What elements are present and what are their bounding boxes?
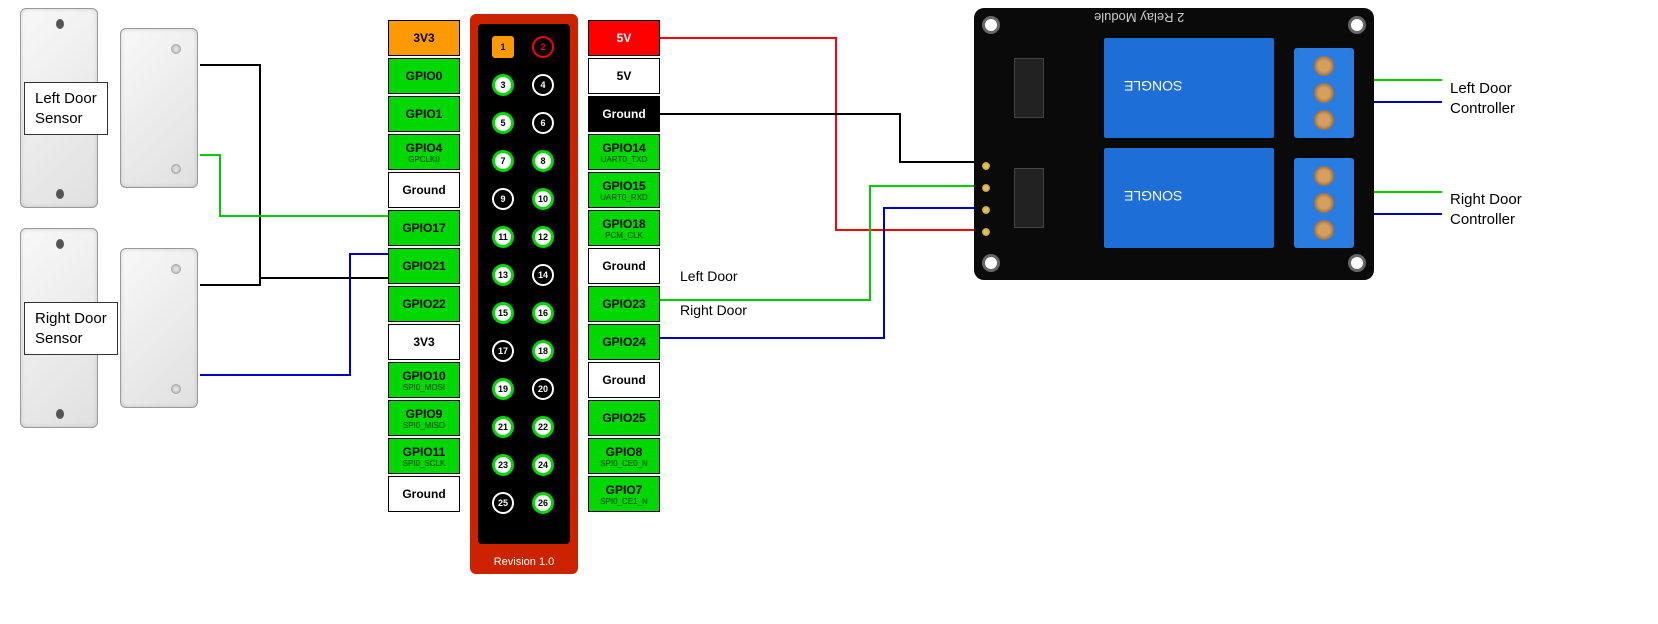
header-pin-10: 10 (532, 188, 554, 210)
header-pin-2: 2 (532, 36, 554, 58)
gpio-pin-gpio22: GPIO22 (388, 286, 460, 322)
left-door-controller-label: Left DoorController (1450, 79, 1515, 118)
relay-title: 2 Relay Module (1094, 10, 1184, 25)
header-pin-8: 8 (532, 150, 554, 172)
gpio-pin-gpio25: GPIO25 (588, 400, 660, 436)
revision-label: Revision 1.0 (470, 556, 578, 568)
header-pin-19: 19 (492, 378, 514, 400)
gpio-pin-gpio11: GPIO11SPI0_SCLK (388, 438, 460, 474)
gpio-header-board: 1234567891011121314151617181920212223242… (470, 14, 578, 574)
gpio-left-column: 3V3GPIO0GPIO1GPIO4GPCLK0GroundGPIO17GPIO… (388, 20, 460, 514)
right-door-wire-label: Right Door (680, 302, 747, 318)
terminal-2 (1294, 158, 1354, 248)
terminal-1 (1294, 48, 1354, 138)
header-pin-22: 22 (532, 416, 554, 438)
header-pin-17: 17 (492, 340, 514, 362)
gpio-pin-5v: 5V (588, 58, 660, 94)
gpio-pin-gpio8: GPIO8SPI0_CE0_N (588, 438, 660, 474)
header-pin-20: 20 (532, 378, 554, 400)
gpio-pin-5v: 5V (588, 20, 660, 56)
header-pin-18: 18 (532, 340, 554, 362)
header-pin-13: 13 (492, 264, 514, 286)
gpio-pin-gpio17: GPIO17 (388, 210, 460, 246)
header-pin-25: 25 (492, 492, 514, 514)
relay-1: SONGLE (1104, 38, 1274, 138)
optocoupler (1014, 58, 1044, 118)
gpio-pin-ground: Ground (588, 362, 660, 398)
gpio-right-column: 5V5VGroundGPIO14UART0_TXDGPIO15UART0_RXD… (588, 20, 660, 514)
header-pin-16: 16 (532, 302, 554, 324)
header-pin-4: 4 (532, 74, 554, 96)
gpio-pin-gpio15: GPIO15UART0_RXD (588, 172, 660, 208)
gpio-pin-gpio1: GPIO1 (388, 96, 460, 132)
header-pin-9: 9 (492, 188, 514, 210)
relay-input-pins (978, 158, 998, 248)
header-pin-24: 24 (532, 454, 554, 476)
optocoupler (1014, 168, 1044, 228)
gpio-pin-gpio24: GPIO24 (588, 324, 660, 360)
gpio-pin-ground: Ground (588, 96, 660, 132)
header-pin-21: 21 (492, 416, 514, 438)
gpio-pin-gpio10: GPIO10SPI0_MOSI (388, 362, 460, 398)
gpio-pin-ground: Ground (388, 476, 460, 512)
gpio-pin-gpio18: GPIO18PCM_CLK (588, 210, 660, 246)
gpio-pin-gpio21: GPIO21 (388, 248, 460, 284)
right-door-sensor-label: Right DoorSensor (24, 302, 118, 355)
left-door-sensor-label: Left DoorSensor (24, 82, 108, 135)
right-door-controller-label: Right DoorController (1450, 190, 1522, 229)
gpio-pin-3v3: 3V3 (388, 20, 460, 56)
header-pin-11: 11 (492, 226, 514, 248)
gpio-pin-ground: Ground (388, 172, 460, 208)
gpio-pin-gpio0: GPIO0 (388, 58, 460, 94)
header-pin-5: 5 (492, 112, 514, 134)
gpio-pin-gpio14: GPIO14UART0_TXD (588, 134, 660, 170)
gpio-pin-ground: Ground (588, 248, 660, 284)
header-pin-26: 26 (532, 492, 554, 514)
header-pin-6: 6 (532, 112, 554, 134)
relay-2: SONGLE (1104, 148, 1274, 248)
relay-module: 2 Relay Module SONGLE SONGLE (974, 8, 1374, 280)
gpio-pin-3v3: 3V3 (388, 324, 460, 360)
gpio-pin-gpio7: GPIO7SPI0_CE1_N (588, 476, 660, 512)
header-pin-12: 12 (532, 226, 554, 248)
header-pin-23: 23 (492, 454, 514, 476)
gpio-pin-gpio23: GPIO23 (588, 286, 660, 322)
header-pin-14: 14 (532, 264, 554, 286)
header-pin-15: 15 (492, 302, 514, 324)
gpio-pin-gpio4: GPIO4GPCLK0 (388, 134, 460, 170)
gpio-pin-gpio9: GPIO9SPI0_MISO (388, 400, 460, 436)
header-pin-7: 7 (492, 150, 514, 172)
wiring-overlay (0, 0, 1658, 624)
header-pin-3: 3 (492, 74, 514, 96)
left-door-wire-label: Left Door (680, 268, 738, 284)
header-pin-1: 1 (492, 36, 514, 58)
